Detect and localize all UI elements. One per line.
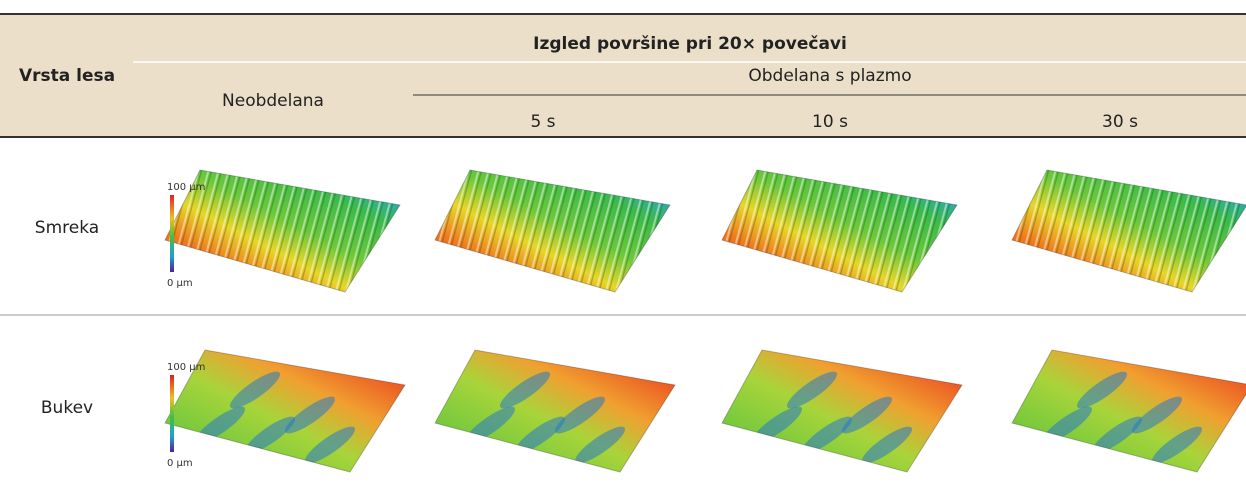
- scale-max: 100 µm: [167, 362, 205, 373]
- surface-image: [722, 350, 962, 472]
- time-label: 10 s: [812, 112, 848, 132]
- treated-label: Obdelana s plazmo: [748, 66, 911, 86]
- surface-image: [435, 350, 675, 472]
- species-label: Bukev: [41, 398, 93, 418]
- surface-image: 100 µm 0 µm: [155, 165, 403, 295]
- scale-min: 0 µm: [167, 278, 193, 289]
- surface-image: 100 µm 0 µm: [165, 350, 405, 472]
- color-scale: [170, 375, 174, 452]
- page: Vrsta lesa Izgled površine pri 20× poveč…: [0, 0, 1246, 489]
- header-band: [0, 14, 1246, 137]
- surface: [722, 350, 962, 472]
- surface: [435, 350, 675, 472]
- time-label: 5 s: [530, 112, 555, 132]
- group-title: Izgled površine pri 20× povečavi: [533, 34, 847, 54]
- surface-image: [425, 165, 673, 295]
- scale-max: 100 µm: [167, 182, 205, 193]
- untreated-label: Neobdelana: [222, 91, 324, 111]
- color-scale: [170, 195, 174, 272]
- time-label: 30 s: [1102, 112, 1138, 132]
- species-label: Smreka: [35, 218, 99, 238]
- column-label: Vrsta lesa: [19, 66, 115, 86]
- surface-image: [712, 165, 960, 295]
- surface-image: [1012, 350, 1246, 472]
- surface-image: [1002, 165, 1246, 295]
- scale-min: 0 µm: [167, 458, 193, 469]
